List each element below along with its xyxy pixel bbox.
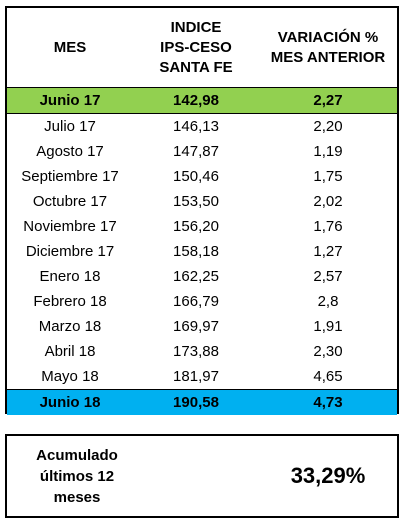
table-row: Diciembre 17 158,18 1,27 (7, 239, 397, 264)
cell-indice: 156,20 (173, 218, 219, 235)
cell-mes: Julio 17 (44, 118, 96, 135)
cell-mes: Enero 18 (39, 268, 101, 285)
cumulative-value: 33,29% (290, 463, 366, 488)
cell-indice: 150,46 (173, 168, 219, 185)
table-row: Noviembre 17 156,20 1,76 (7, 214, 397, 239)
cell-indice: 166,79 (173, 293, 219, 310)
cell-mes: Agosto 17 (36, 143, 104, 160)
cell-mes: Mayo 18 (41, 368, 99, 385)
cell-variacion: 2,57 (313, 268, 343, 285)
cell-variacion: 2,02 (313, 193, 343, 210)
table-row-highlight-end: Junio 18 190,58 4,73 (7, 389, 397, 415)
cell-indice: 153,50 (173, 193, 219, 210)
cell-mes: Marzo 18 (38, 318, 102, 335)
header-variacion: VARIACIÓN % MES ANTERIOR (270, 28, 386, 66)
cell-indice: 190,58 (173, 394, 219, 411)
cumulative-summary-box: Acumulado últimos 12 meses 33,29% (5, 434, 399, 518)
cell-variacion: 4,65 (313, 368, 343, 385)
table-row: Abril 18 173,88 2,30 (7, 339, 397, 364)
table-row: Marzo 18 169,97 1,91 (7, 314, 397, 339)
cell-mes: Diciembre 17 (25, 243, 115, 260)
table-row-highlight-start: Junio 17 142,98 2,27 (7, 88, 397, 114)
header-indice: INDICE IPS-CESO SANTA FE (159, 18, 233, 76)
index-table: MES INDICE IPS-CESO SANTA FE VARIACIÓN %… (5, 6, 399, 415)
table-row: Febrero 18 166,79 2,8 (7, 289, 397, 314)
cell-mes: Octubre 17 (32, 193, 108, 210)
cell-indice: 169,97 (173, 318, 219, 335)
cell-mes: Noviembre 17 (23, 218, 117, 235)
cell-indice: 173,88 (173, 343, 219, 360)
table-row: Enero 18 162,25 2,57 (7, 264, 397, 289)
table-body: Junio 17 142,98 2,27 Julio 17 146,13 2,2… (7, 88, 397, 415)
cell-mes: Junio 17 (39, 92, 101, 109)
cell-variacion: 2,27 (313, 92, 343, 109)
header-mes: MES (53, 38, 87, 56)
cell-mes: Septiembre 17 (21, 168, 119, 185)
cell-mes: Febrero 18 (33, 293, 107, 310)
cell-variacion: 2,20 (313, 118, 343, 135)
cell-variacion: 2,30 (313, 343, 343, 360)
cell-variacion: 1,75 (313, 168, 343, 185)
table-row: Octubre 17 153,50 2,02 (7, 189, 397, 214)
cell-indice: 142,98 (173, 92, 219, 109)
table-row: Mayo 18 181,97 4,65 (7, 364, 397, 389)
cell-mes: Abril 18 (44, 343, 96, 360)
cell-variacion: 1,27 (313, 243, 343, 260)
cell-variacion: 4,73 (313, 394, 343, 411)
cell-indice: 147,87 (173, 143, 219, 160)
cell-mes: Junio 18 (39, 394, 101, 411)
cell-variacion: 1,76 (313, 218, 343, 235)
table-row: Agosto 17 147,87 1,19 (7, 139, 397, 164)
cell-variacion: 1,91 (313, 318, 343, 335)
cell-indice: 181,97 (173, 368, 219, 385)
cell-variacion: 1,19 (313, 143, 343, 160)
cumulative-label: Acumulado últimos 12 meses (36, 446, 118, 506)
table-row: Septiembre 17 150,46 1,75 (7, 164, 397, 189)
cell-variacion: 2,8 (317, 293, 339, 310)
cell-indice: 162,25 (173, 268, 219, 285)
table-header: MES INDICE IPS-CESO SANTA FE VARIACIÓN %… (7, 8, 397, 88)
table-row: Julio 17 146,13 2,20 (7, 114, 397, 139)
cell-indice: 158,18 (173, 243, 219, 260)
cell-indice: 146,13 (173, 118, 219, 135)
